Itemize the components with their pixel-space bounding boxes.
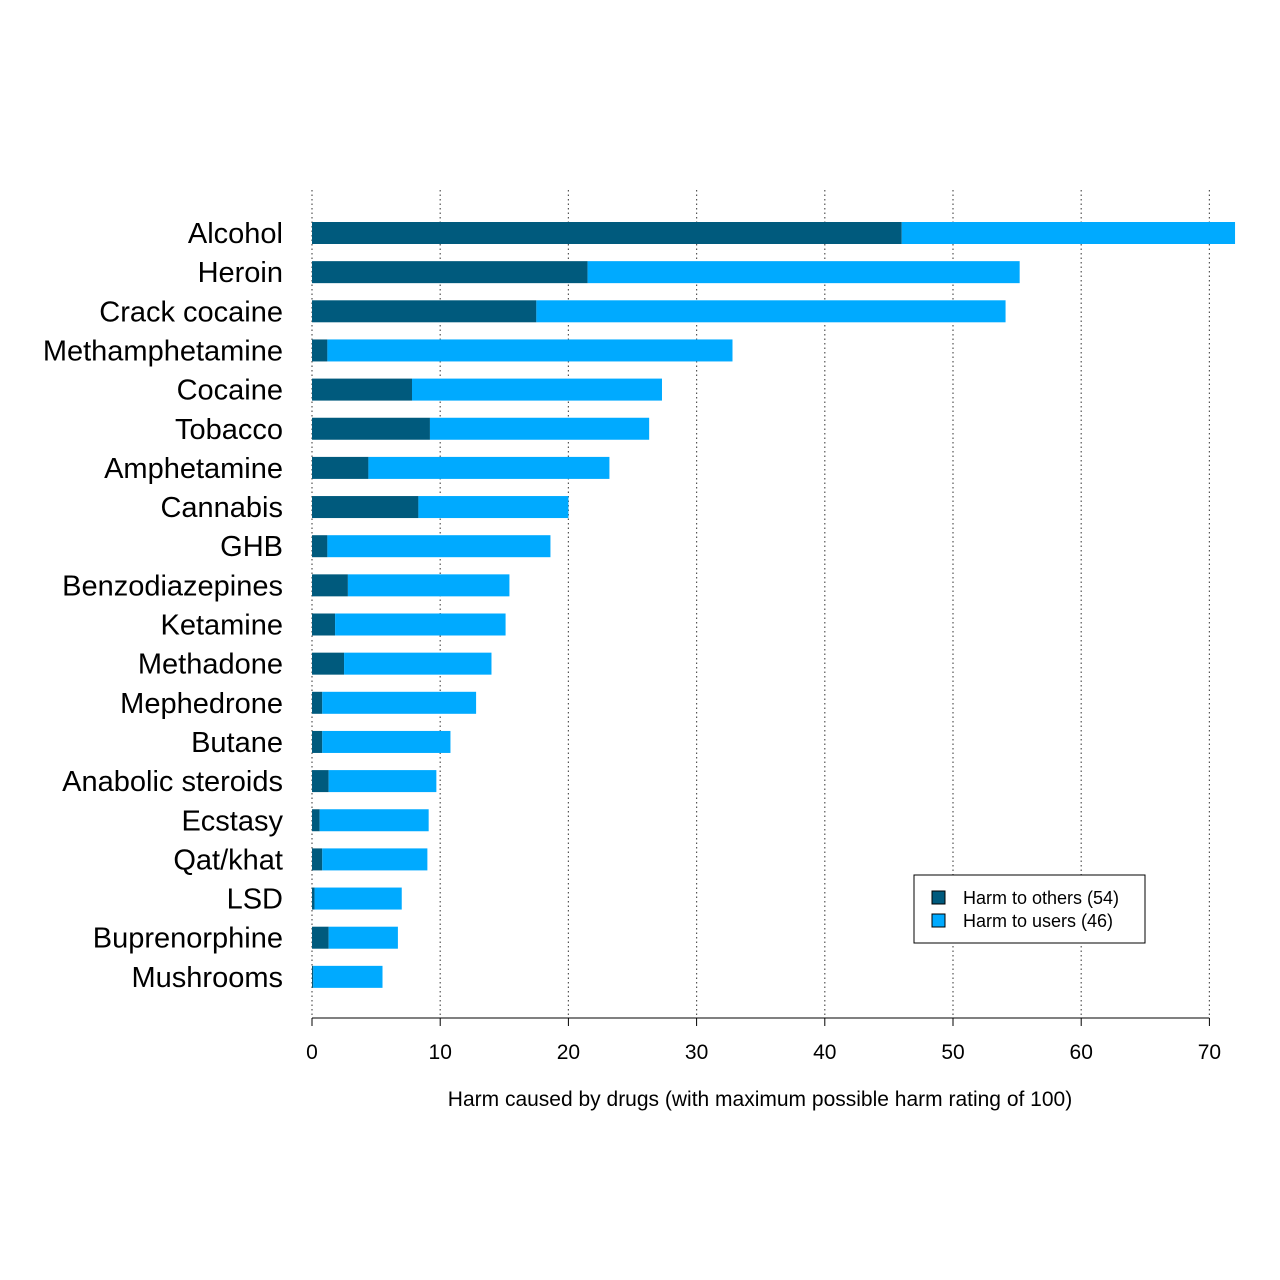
bar-harm-to-users [587,261,1020,284]
x-tick-label: 50 [941,1041,964,1064]
bar-harm-to-others [312,965,314,988]
category-label: Amphetamine [104,453,283,485]
bar-harm-to-users [429,417,650,440]
bar-harm-to-others [312,339,328,362]
category-label: Cannabis [160,492,283,524]
x-tick-label: 0 [306,1041,318,1064]
legend-swatch [931,890,946,905]
category-labels: Alcohol Heroin Crack cocaine Methamphetamin… [43,218,284,994]
category-label: Heroin [198,257,283,289]
legend-label: Harm to others (54) [963,888,1119,908]
bar-harm-to-others [312,456,369,479]
bar-harm-to-others [312,535,328,558]
bar-harm-to-users [313,965,383,988]
bar-harm-to-others [312,496,419,519]
legend-label: Harm to users (46) [963,911,1113,931]
bar-harm-to-users [328,770,437,793]
bar-harm-to-others [312,222,902,244]
category-label: Tobacco [175,414,283,446]
category-label: LSD [227,884,283,916]
category-label: Cocaine [177,375,283,407]
bar-harm-to-users [901,222,1236,244]
category-label: Butane [191,727,283,759]
bar-harm-to-users [322,848,428,871]
category-label: GHB [220,531,283,563]
legend-swatch [931,913,946,928]
bar-harm-to-others [312,887,315,910]
x-axis: 0 10 20 30 40 50 60 70 [306,1017,1221,1064]
category-label: Methadone [138,649,283,681]
bar-harm-to-others [312,848,323,871]
bars [312,222,1236,988]
x-tick-label: 60 [1070,1041,1093,1064]
bar-harm-to-others [312,378,412,401]
bar-harm-to-users [314,887,402,910]
bar-harm-to-users [328,926,398,949]
bar-harm-to-users [327,535,551,558]
category-label: Crack cocaine [99,296,283,328]
bar-harm-to-users [418,496,569,519]
x-tick-label: 10 [429,1041,452,1064]
bar-harm-to-others [312,770,329,793]
bar-harm-to-others [312,261,588,284]
bar-harm-to-others [312,417,430,440]
category-label: Mephedrone [120,688,283,720]
bar-harm-to-users [368,456,610,479]
x-tick-label: 40 [813,1041,836,1064]
bar-harm-to-users [335,613,506,636]
legend-box [913,874,1146,944]
x-axis-title: Harm caused by drugs (with maximum possi… [448,1088,1072,1111]
bar-harm-to-others [312,574,348,597]
x-tick-label: 30 [685,1041,708,1064]
category-label: Qat/khat [173,844,283,876]
bar-harm-to-others [312,652,345,675]
category-label: Methamphetamine [43,335,283,367]
bar-harm-to-users [322,730,451,753]
bar-harm-to-others [312,809,320,832]
bar-harm-to-users [536,300,1006,323]
bar-harm-to-users [319,809,429,832]
bar-harm-to-users [327,339,733,362]
legend: Harm to others (54) Harm to users (46) [913,874,1146,944]
bar-harm-to-others [312,691,323,714]
x-tick-label: 70 [1198,1041,1221,1064]
x-tick-label: 20 [557,1041,580,1064]
category-label: Anabolic steroids [62,766,283,798]
category-label: Ecstasy [181,805,283,837]
bar-harm-to-users [411,378,662,401]
category-label: Mushrooms [132,962,284,994]
category-label: Alcohol [188,218,283,250]
category-label: Benzodiazepines [62,570,283,602]
bar-harm-to-others [312,613,336,636]
bar-harm-to-users [344,652,492,675]
bar-harm-to-others [312,926,329,949]
category-label: Ketamine [160,610,283,642]
bar-harm-to-others [312,300,537,323]
bar-harm-to-others [312,730,323,753]
bar-harm-to-users [322,691,477,714]
category-label: Buprenorphine [93,923,283,955]
bar-harm-to-users [347,574,510,597]
